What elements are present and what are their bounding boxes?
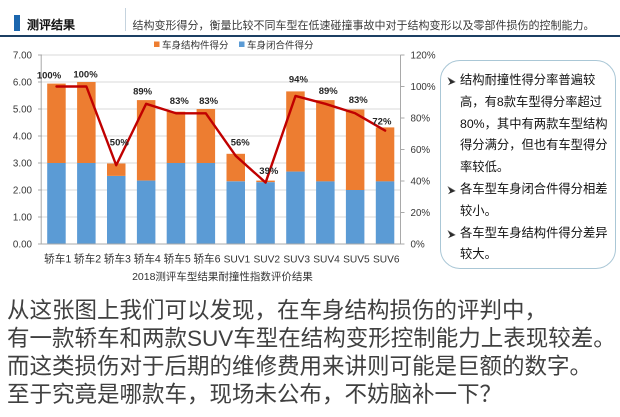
- svg-text:83%: 83%: [199, 96, 219, 107]
- svg-text:SUV4: SUV4: [313, 255, 340, 266]
- svg-text:40%: 40%: [411, 177, 431, 188]
- svg-text:80%: 80%: [411, 114, 431, 125]
- svg-text:SUV6: SUV6: [373, 255, 400, 266]
- svg-text:轿车3: 轿车3: [104, 253, 131, 266]
- svg-text:轿车4: 轿车4: [134, 253, 161, 266]
- svg-text:2.00: 2.00: [13, 186, 33, 197]
- svg-text:3.00: 3.00: [13, 159, 33, 170]
- svg-text:7.00: 7.00: [13, 51, 33, 62]
- svg-text:83%: 83%: [349, 95, 369, 106]
- svg-text:60%: 60%: [411, 145, 431, 156]
- svg-text:72%: 72%: [372, 117, 392, 128]
- svg-text:100%: 100%: [73, 69, 98, 80]
- svg-text:轿车5: 轿车5: [164, 253, 191, 266]
- svg-text:轿车1: 轿车1: [44, 253, 71, 266]
- svg-text:SUV5: SUV5: [343, 255, 370, 266]
- svg-text:轿车2: 轿车2: [74, 253, 101, 266]
- svg-text:SUV3: SUV3: [283, 255, 310, 266]
- svg-text:100%: 100%: [411, 82, 436, 93]
- svg-text:车身闭合件得分: 车身闭合件得分: [247, 40, 314, 52]
- svg-text:89%: 89%: [319, 86, 339, 97]
- svg-text:轿车6: 轿车6: [193, 253, 220, 266]
- svg-text:5.00: 5.00: [13, 105, 33, 116]
- svg-text:20%: 20%: [411, 208, 431, 219]
- svg-text:SUV1: SUV1: [224, 255, 251, 266]
- svg-text:0.00: 0.00: [13, 240, 33, 251]
- svg-text:83%: 83%: [170, 96, 190, 107]
- svg-text:0%: 0%: [411, 240, 425, 251]
- svg-text:2018测评车型结果耐撞性指数评价结果: 2018测评车型结果耐撞性指数评价结果: [132, 270, 313, 283]
- svg-text:100%: 100%: [37, 71, 62, 82]
- svg-text:4.00: 4.00: [13, 132, 33, 143]
- svg-text:1.00: 1.00: [13, 213, 33, 224]
- svg-text:车身结构件得分: 车身结构件得分: [162, 40, 229, 52]
- svg-text:6.00: 6.00: [13, 78, 33, 89]
- svg-text:50%: 50%: [110, 138, 130, 149]
- svg-text:89%: 89%: [133, 87, 153, 98]
- svg-text:94%: 94%: [289, 75, 309, 86]
- svg-text:120%: 120%: [411, 51, 436, 62]
- svg-text:56%: 56%: [231, 137, 251, 148]
- svg-text:39%: 39%: [259, 166, 279, 177]
- svg-text:SUV2: SUV2: [253, 255, 280, 266]
